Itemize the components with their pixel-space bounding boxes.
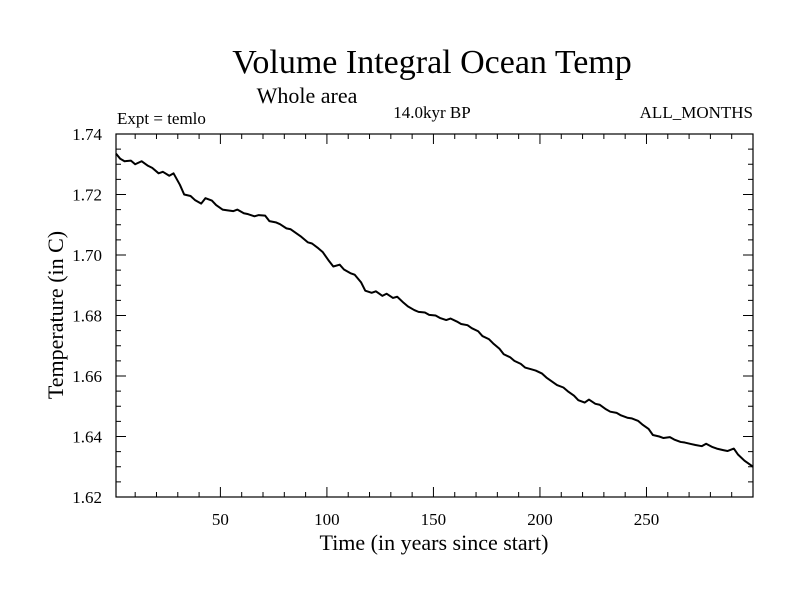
y-tick-label: 1.64 [72, 428, 102, 447]
x-axis-tick-labels: 50 100 150 200 250 [212, 510, 659, 529]
y-axis-tick-labels: 1.62 1.64 1.66 1.68 1.70 1.72 1.74 [72, 125, 102, 507]
y-tick-label: 1.62 [72, 488, 102, 507]
experiment-annotation: Expt = temlo [117, 109, 206, 128]
y-tick-label: 1.68 [72, 307, 102, 326]
chart-subtitle: Whole area [257, 83, 358, 108]
y-tick-label: 1.72 [72, 186, 102, 205]
x-axis-label: Time (in years since start) [320, 530, 549, 555]
period-annotation: 14.0kyr BP [393, 103, 470, 122]
y-tick-label: 1.74 [72, 125, 102, 144]
x-tick-label: 150 [421, 510, 447, 529]
x-tick-label: 50 [212, 510, 229, 529]
x-tick-label: 100 [314, 510, 340, 529]
x-tick-label: 200 [527, 510, 553, 529]
y-axis-ticks [116, 133, 753, 498]
y-tick-label: 1.70 [72, 246, 102, 265]
temperature-series-line [115, 153, 754, 468]
y-axis-label: Temperature (in C) [43, 231, 68, 399]
chart-title: Volume Integral Ocean Temp [232, 44, 632, 81]
months-annotation: ALL_MONTHS [640, 103, 753, 122]
x-axis-ticks [134, 134, 733, 497]
x-tick-label: 250 [634, 510, 660, 529]
y-tick-label: 1.66 [72, 367, 102, 386]
